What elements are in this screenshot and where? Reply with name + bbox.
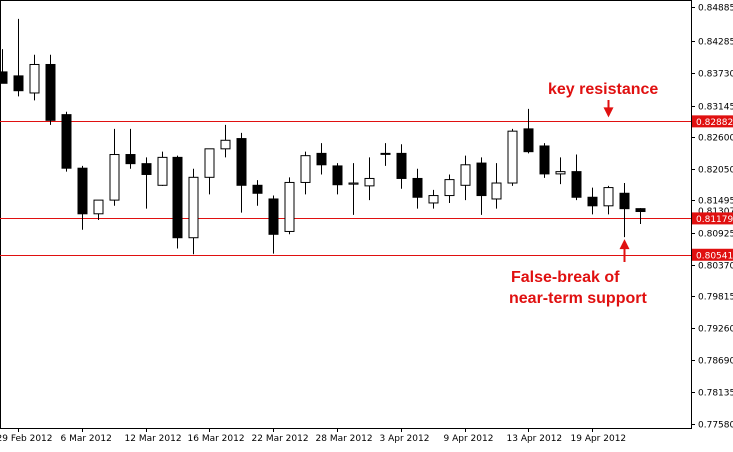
candle-body-22 (348, 182, 359, 185)
x-tick-label-8: 13 Apr 2012 (507, 434, 563, 444)
annotation-key-resistance: key resistance (548, 81, 658, 98)
candle-body-27 (428, 195, 439, 204)
candle-body-37 (587, 196, 598, 207)
candle-body-26 (412, 177, 423, 198)
candle-body-4 (61, 114, 72, 169)
x-tick-label-0: 29 Feb 2012 (0, 434, 53, 444)
x-tick-label-1: 6 Mar 2012 (61, 434, 112, 444)
arrow-key-resistance-head (603, 107, 614, 118)
candle-body-19 (300, 155, 311, 183)
y-tick-label-12: 0.78135 (698, 389, 733, 399)
annotation-false-break-line2: near-term support (509, 290, 647, 307)
candle-body-8 (125, 154, 136, 165)
candle-body-5 (77, 167, 88, 215)
candle-body-11 (172, 156, 183, 239)
candle-body-7 (109, 154, 120, 201)
y-tick-label-5: 0.82050 (698, 166, 733, 176)
y-tick-label-1: 0.84285 (698, 38, 733, 48)
y-tick-label-11: 0.78690 (698, 357, 733, 367)
y-tick-label-2: 0.83730 (698, 70, 733, 80)
candle-body-38 (603, 187, 614, 207)
candle-body-31 (491, 182, 502, 200)
y-tick-label-3: 0.83145 (698, 103, 733, 113)
candle-body-36 (571, 171, 582, 198)
candle-body-10 (157, 156, 168, 186)
candle-body-14 (220, 139, 231, 150)
annotation-false-break-line1: False-break of (511, 269, 620, 286)
candle-body-17 (268, 198, 279, 235)
candle-body-18 (284, 181, 295, 232)
candle-body-34 (539, 145, 550, 175)
candle-body-24 (380, 152, 391, 155)
plot-frame (0, 0, 692, 429)
candle-body-2 (29, 63, 40, 94)
candle-body-29 (460, 164, 471, 186)
y-tick-label-4: 0.82600 (698, 134, 733, 144)
candle-body-25 (396, 152, 407, 179)
y-tick-label-10: 0.79260 (698, 325, 733, 335)
candle-body-35 (555, 171, 566, 175)
x-tick-label-7: 9 Apr 2012 (444, 434, 494, 444)
x-tick-label-4: 22 Mar 2012 (252, 434, 309, 444)
price-label-box-3 (692, 248, 733, 261)
y-tick-label-0: 0.84885 (698, 4, 733, 14)
candle-body-32 (507, 130, 518, 184)
x-tick-label-3: 16 Mar 2012 (188, 434, 245, 444)
price-label-box-0 (692, 115, 733, 128)
y-tick-label-8: 0.80370 (698, 262, 733, 272)
candle-body-40 (635, 208, 646, 213)
x-tick-label-6: 3 Apr 2012 (380, 434, 430, 444)
price-label-3: 0.80541 (696, 251, 733, 261)
candle-body-28 (444, 179, 455, 197)
candle-body-9 (141, 163, 152, 175)
candle-body-15 (236, 138, 247, 186)
arrow-false-break-head (619, 239, 630, 250)
candle-body-21 (332, 165, 343, 186)
price-label-box-2 (692, 212, 733, 225)
candle-body-16 (252, 184, 263, 194)
x-tick-label-5: 28 Mar 2012 (316, 434, 373, 444)
candle-body-20 (316, 152, 327, 166)
y-tick-label-13: 0.77580 (698, 421, 733, 431)
candle-body-13 (204, 148, 215, 178)
candle-body-0 (0, 71, 8, 84)
candle-body-30 (476, 162, 487, 197)
y-tick-label-9: 0.79815 (698, 293, 733, 303)
candle-body-39 (619, 192, 630, 210)
candle-body-3 (45, 63, 56, 121)
candle-body-6 (93, 199, 104, 215)
candle-body-33 (523, 128, 534, 153)
price-label-2: 0.81179 (696, 215, 733, 225)
y-tick-label-7: 0.80925 (698, 230, 733, 240)
candle-body-23 (364, 177, 375, 187)
x-tick-label-9: 19 Apr 2012 (571, 434, 627, 444)
x-tick-label-2: 12 Mar 2012 (125, 434, 182, 444)
price-label-1: 0.81307 (698, 207, 733, 217)
candle-body-1 (13, 75, 24, 92)
candle-body-12 (188, 176, 199, 239)
price-label-0: 0.82882 (696, 118, 733, 128)
y-tick-label-6: 0.81495 (698, 197, 733, 207)
